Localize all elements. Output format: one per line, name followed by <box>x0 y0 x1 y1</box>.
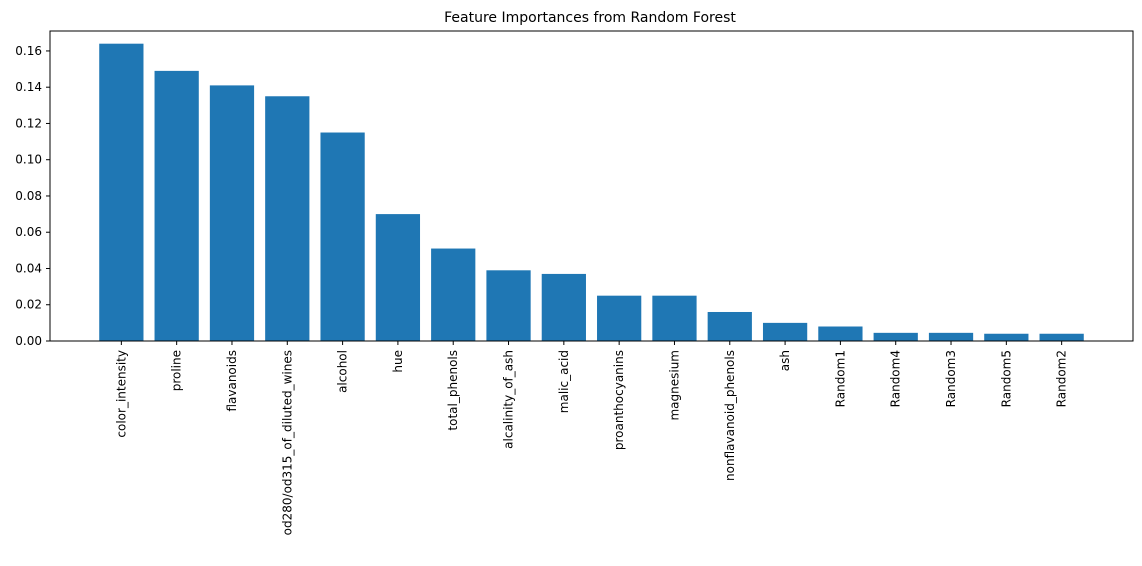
bar-alcalinity-of-ash <box>486 270 531 341</box>
x-tick-label: total_phenols <box>446 350 460 431</box>
bar-hue <box>375 214 421 341</box>
bar-random1 <box>818 326 863 341</box>
bar-ash <box>762 322 808 341</box>
bar-random4 <box>873 332 918 341</box>
y-axis: 0.00 0.02 0.04 0.06 0.08 0.10 0.12 0.14 0.16 <box>15 44 50 348</box>
x-axis: color_intensity proline flavanoids od280/od… <box>114 341 1069 535</box>
x-tick-label: color_intensity <box>114 350 128 438</box>
bar-malic-acid <box>541 273 586 341</box>
x-tick-label: nonflavanoid_phenols <box>723 350 737 481</box>
y-tick-label: 0.04 <box>15 261 42 275</box>
x-tick-label: Random4 <box>889 350 903 407</box>
bar-nonflavanoid-phenols <box>707 311 752 341</box>
bar-alcohol <box>320 132 365 341</box>
bar-total-phenols <box>431 248 476 341</box>
bar-random2 <box>1039 333 1084 341</box>
bar-proline <box>154 70 199 341</box>
y-tick-label: 0.14 <box>15 80 42 94</box>
y-tick-label: 0.10 <box>15 153 42 167</box>
x-tick-label: proanthocyanins <box>612 350 626 450</box>
x-tick-label: Random5 <box>999 350 1013 407</box>
y-tick-label: 0.06 <box>15 225 42 239</box>
bar-magnesium <box>652 295 697 341</box>
y-tick-label: 0.08 <box>15 189 42 203</box>
x-tick-label: Random1 <box>833 350 847 407</box>
x-tick-label: hue <box>391 350 405 373</box>
y-tick-label: 0.02 <box>15 298 42 312</box>
bar-flavanoids <box>209 85 255 341</box>
x-tick-label: flavanoids <box>225 350 239 412</box>
bar-proanthocyanins <box>597 295 642 341</box>
x-tick-label: alcohol <box>336 350 350 393</box>
x-tick-label: magnesium <box>667 350 681 421</box>
bar-random3 <box>928 332 974 341</box>
y-tick-label: 0.00 <box>15 334 42 348</box>
y-tick-label: 0.12 <box>15 116 42 130</box>
x-tick-label: ash <box>778 350 792 371</box>
bar-od280-od315-of-diluted-wines <box>265 96 310 341</box>
x-tick-label: alcalinity_of_ash <box>502 350 516 449</box>
bars-group <box>99 43 1084 341</box>
x-tick-label: Random3 <box>944 350 958 407</box>
x-tick-label: proline <box>170 350 184 391</box>
plot-frame <box>49 30 1134 342</box>
x-tick-label: Random2 <box>1055 350 1069 407</box>
y-tick-label: 0.16 <box>15 44 42 58</box>
x-tick-label: od280/od315_of_diluted_wines <box>280 350 294 535</box>
bar-random5 <box>984 333 1029 341</box>
chart-title: Feature Importances from Random Forest <box>444 10 736 26</box>
bar-color-intensity <box>99 43 144 341</box>
x-tick-label: malic_acid <box>557 350 571 413</box>
